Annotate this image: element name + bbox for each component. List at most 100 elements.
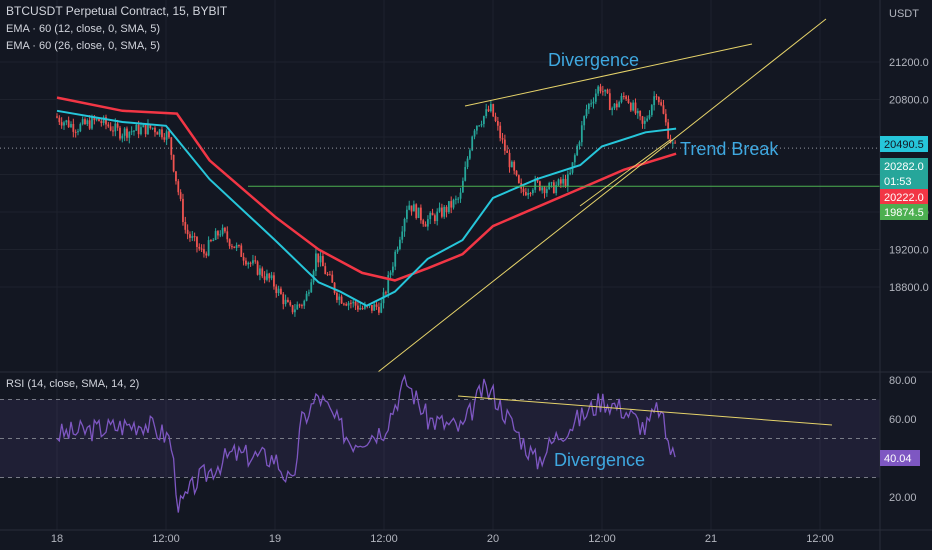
candle-body <box>228 239 231 247</box>
candle-body <box>81 119 84 125</box>
candle-body <box>296 304 299 310</box>
candle-body <box>550 182 553 184</box>
candle-body <box>517 175 520 184</box>
candle-body <box>77 131 79 133</box>
candle-body <box>440 207 443 217</box>
rsi-tick-label: 20.00 <box>889 492 917 504</box>
candle-body <box>622 95 625 97</box>
candle-body <box>555 185 558 194</box>
candle-body <box>298 304 301 306</box>
price-badge <box>880 158 928 174</box>
candle-body <box>522 188 525 192</box>
candle-body <box>86 120 89 125</box>
candle-body <box>513 161 516 171</box>
time-tick-label: 21 <box>705 533 717 545</box>
candle-body <box>613 103 616 109</box>
candle-body <box>137 124 140 135</box>
candle-body <box>259 268 261 275</box>
candle-body <box>377 306 380 313</box>
candle-body <box>436 211 439 222</box>
candle-body <box>636 110 639 114</box>
candle-body <box>56 116 58 118</box>
candle-body <box>142 124 145 128</box>
candle-body <box>364 305 366 309</box>
candle-body <box>473 130 476 137</box>
candle-body <box>594 93 597 102</box>
channel-line <box>579 139 671 207</box>
candle-body <box>256 261 259 275</box>
candle-body <box>266 273 268 280</box>
candle-body <box>592 101 595 104</box>
candle-body <box>210 240 212 242</box>
candle-body <box>650 105 653 116</box>
candle-body <box>657 97 660 103</box>
candle-body <box>653 96 656 106</box>
price-badge <box>880 189 928 205</box>
rsi-legend: RSI (14, close, SMA, 14, 2) <box>6 378 140 390</box>
candle-body <box>359 308 362 310</box>
candle-body <box>464 166 467 181</box>
candle-body <box>508 152 511 168</box>
candle-body <box>350 302 352 304</box>
price-badge-label: 19874.5 <box>884 207 924 219</box>
candle-body <box>543 187 546 194</box>
candle-body <box>573 155 576 163</box>
candle-body <box>126 128 128 138</box>
price-tick-label: 21200.0 <box>889 57 929 69</box>
candle-body <box>660 102 663 106</box>
candle-body <box>354 301 357 306</box>
candle-body <box>545 189 548 194</box>
candle-body <box>294 309 296 313</box>
price-badge <box>880 204 928 220</box>
candle-body <box>135 124 138 131</box>
candle-body <box>261 268 264 277</box>
candle-body <box>583 116 586 126</box>
candle-body <box>371 304 373 311</box>
candle-body <box>534 178 537 190</box>
time-tick-label: 20 <box>487 533 499 545</box>
time-tick-label: 12:00 <box>370 533 398 545</box>
candle-body <box>494 116 497 122</box>
candle-body <box>468 150 471 159</box>
candle-body <box>224 227 226 232</box>
candle-body <box>475 125 478 131</box>
uptrend-line <box>377 18 827 373</box>
candle-body <box>158 129 161 135</box>
candle-body <box>345 303 348 306</box>
candle-body <box>604 89 607 92</box>
candle-body <box>254 260 257 262</box>
candle-body <box>401 231 404 240</box>
candle-body <box>140 127 142 135</box>
candle-body <box>375 304 378 307</box>
candle-body <box>639 110 642 117</box>
candle-body <box>380 303 383 313</box>
ema-slow-line <box>56 96 677 282</box>
candle-body <box>60 122 63 126</box>
candle-body <box>576 145 579 156</box>
candle-body <box>431 212 434 216</box>
candle-body <box>308 292 310 294</box>
candle-body <box>564 178 567 187</box>
candle-body <box>322 256 324 267</box>
candle-body <box>489 104 492 112</box>
candle-body <box>585 109 588 117</box>
candle-body <box>396 248 399 252</box>
candle-body <box>336 292 338 300</box>
candle-body <box>217 231 219 236</box>
candle-body <box>394 251 397 267</box>
candle-body <box>273 275 275 287</box>
candle-body <box>98 118 100 122</box>
candle-body <box>277 288 280 294</box>
candle-body <box>492 104 495 117</box>
candle-body <box>58 117 61 123</box>
candle-body <box>245 260 247 265</box>
candle-body <box>452 199 455 208</box>
candle-body <box>634 102 637 114</box>
rsi-badge <box>880 450 920 466</box>
candle-body <box>179 192 182 199</box>
candle-body <box>123 128 126 136</box>
candle-body <box>200 248 203 250</box>
candle-body <box>284 299 287 305</box>
candle-body <box>317 253 320 263</box>
